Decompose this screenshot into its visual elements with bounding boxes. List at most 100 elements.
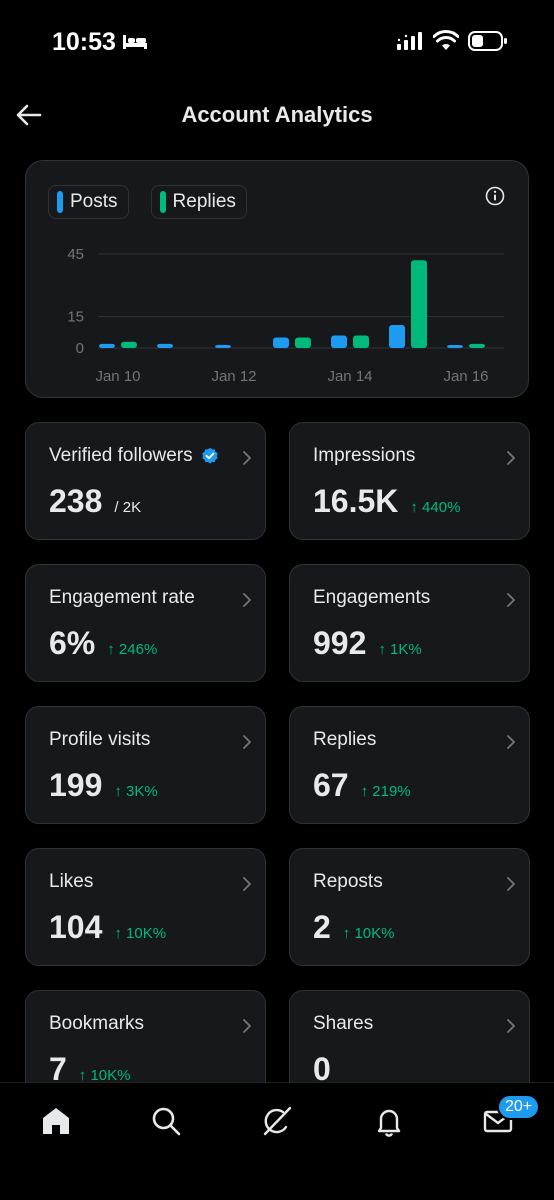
cellular-signal-icon xyxy=(397,32,422,50)
chevron-right-icon xyxy=(507,877,515,891)
stat-value-row: 6% ↑ 246% xyxy=(49,625,157,662)
stat-value: 992 xyxy=(313,625,367,661)
stat-label-text: Verified followers xyxy=(49,445,193,466)
stat-label: Replies xyxy=(313,729,376,751)
stat-value: 16.5K xyxy=(313,483,399,519)
bar-posts-0 xyxy=(99,343,115,348)
page-title: Account Analytics xyxy=(181,102,373,127)
stat-value: 6% xyxy=(49,625,96,661)
info-icon[interactable] xyxy=(484,185,506,207)
chevron-right-icon xyxy=(507,1019,515,1033)
stat-label-text: Profile visits xyxy=(49,729,151,750)
stat-label-text: Impressions xyxy=(313,445,416,466)
app-header: Account Analytics xyxy=(0,90,554,140)
stat-label: Likes xyxy=(49,871,93,893)
stat-change: ↑ 10K% xyxy=(114,925,167,942)
stat-value-row: 104 ↑ 10K% xyxy=(49,909,166,946)
chevron-right-icon xyxy=(507,735,515,749)
stat-value-row: 67 ↑ 219% xyxy=(313,767,411,804)
stat-card-likes[interactable]: Likes 104 ↑ 10K% xyxy=(25,848,266,966)
stat-value: 67 xyxy=(313,767,349,803)
stat-value-row: 2 ↑ 10K% xyxy=(313,909,395,946)
legend-swatch-posts xyxy=(57,191,63,213)
legend-item-posts[interactable]: Posts xyxy=(48,185,129,219)
chevron-right-icon xyxy=(243,1019,251,1033)
stat-card-engagements[interactable]: Engagements 992 ↑ 1K% xyxy=(289,564,530,682)
stat-card-impressions[interactable]: Impressions 16.5K ↑ 440% xyxy=(289,422,530,540)
stat-label-text: Bookmarks xyxy=(49,1013,145,1034)
x-tick-label: Jan 10 xyxy=(95,368,140,385)
stat-value: 7 xyxy=(49,1051,67,1087)
chevron-right-icon xyxy=(507,451,515,465)
stat-label-text: Reposts xyxy=(313,871,383,892)
stat-label: Engagements xyxy=(313,587,430,609)
stat-value: 199 xyxy=(49,767,103,803)
stat-card-profile-visits[interactable]: Profile visits 199 ↑ 3K% xyxy=(25,706,266,824)
x-tick-label: Jan 12 xyxy=(211,368,256,385)
grok-icon[interactable] xyxy=(261,1105,293,1137)
bar-replies-4 xyxy=(353,335,369,348)
stat-card-engagement-rate[interactable]: Engagement rate 6% ↑ 246% xyxy=(25,564,266,682)
bottom-navigation xyxy=(0,1082,554,1200)
stat-label: Impressions xyxy=(313,445,415,467)
chevron-right-icon xyxy=(243,735,251,749)
wifi-icon xyxy=(433,30,459,50)
legend-label-posts: Posts xyxy=(70,191,118,212)
back-arrow-icon[interactable] xyxy=(14,100,44,130)
stat-value-row: 0 xyxy=(313,1051,331,1088)
y-tick-label: 15 xyxy=(67,309,84,326)
bar-replies-6 xyxy=(469,343,485,348)
stat-suffix: / 2K xyxy=(114,499,142,516)
stat-change: ↑ 440% xyxy=(410,499,461,516)
notifications-icon[interactable] xyxy=(373,1105,405,1137)
bar-posts-1 xyxy=(157,343,173,348)
stat-label-text: Replies xyxy=(313,729,377,750)
chevron-right-icon xyxy=(243,593,251,607)
stat-label: Engagement rate xyxy=(49,587,195,609)
stat-label: Shares xyxy=(313,1013,373,1035)
stat-change: ↑ 1K% xyxy=(378,641,422,658)
stat-change: ↑ 246% xyxy=(107,641,158,658)
stat-change: ↑ 10K% xyxy=(342,925,395,942)
activity-bar-chart: 0 15 45 Jan 10 Jan 12 Jan 14 Jan 16 xyxy=(67,246,504,385)
bar-posts-2 xyxy=(215,345,231,348)
legend-item-replies[interactable]: Replies xyxy=(150,185,247,219)
search-icon[interactable] xyxy=(150,1105,182,1137)
stat-label-text: Engagement rate xyxy=(49,587,195,608)
sleep-mode-icon xyxy=(123,35,147,49)
chevron-right-icon xyxy=(243,877,251,891)
home-icon[interactable] xyxy=(40,1105,72,1137)
stat-label-text: Likes xyxy=(49,871,94,892)
stat-value: 238 xyxy=(49,483,103,519)
stat-label-text: Shares xyxy=(313,1013,374,1034)
bar-posts-6 xyxy=(447,345,463,348)
stat-value-row: 992 ↑ 1K% xyxy=(313,625,422,662)
y-tick-label: 45 xyxy=(67,246,84,263)
stat-card-replies[interactable]: Replies 67 ↑ 219% xyxy=(289,706,530,824)
bar-posts-4 xyxy=(331,335,347,348)
chevron-right-icon xyxy=(243,451,251,465)
messages-badge: 20+ xyxy=(497,1094,541,1120)
bar-posts-5 xyxy=(389,325,405,348)
stat-label: Verified followers xyxy=(49,445,219,467)
stat-label: Profile visits xyxy=(49,729,150,751)
x-tick-label: Jan 16 xyxy=(443,368,488,385)
verified-badge-icon xyxy=(201,447,218,464)
stat-label: Reposts xyxy=(313,871,383,893)
chevron-right-icon xyxy=(507,593,515,607)
stat-card-verified-followers[interactable]: Verified followers 238 / 2K xyxy=(25,422,266,540)
stat-value-row: 7 ↑ 10K% xyxy=(49,1051,131,1088)
stat-value: 104 xyxy=(49,909,103,945)
stat-value-row: 238 / 2K xyxy=(49,483,141,520)
stat-change: ↑ 10K% xyxy=(78,1067,131,1084)
bar-replies-3 xyxy=(295,337,311,348)
stat-card-reposts[interactable]: Reposts 2 ↑ 10K% xyxy=(289,848,530,966)
x-tick-label: Jan 14 xyxy=(327,368,372,385)
status-bar: 10:53 xyxy=(0,0,554,80)
activity-chart-card: 0 15 45 Jan 10 Jan 12 Jan 14 Jan 16 Posts Repl… xyxy=(25,160,529,398)
stat-value: 2 xyxy=(313,909,331,945)
bar-replies-5 xyxy=(411,260,427,348)
legend-swatch-replies xyxy=(159,191,166,213)
stat-label: Bookmarks xyxy=(49,1013,144,1035)
bar-posts-3 xyxy=(273,337,289,348)
